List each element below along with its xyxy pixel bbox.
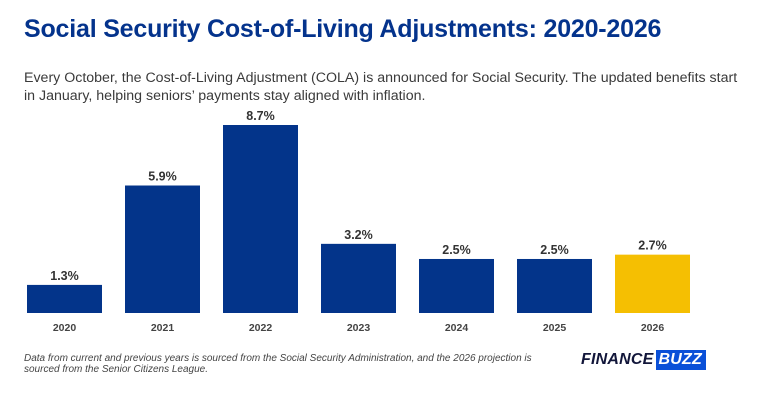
financebuzz-logo: FINANCE BUZZ [581,350,706,370]
logo-buzz-text: BUZZ [655,350,706,370]
x-tick-label-2025: 2025 [543,322,567,334]
bar-2024 [419,258,494,313]
x-tick-label-2022: 2022 [249,322,273,334]
value-label-2021: 5.9% [148,170,177,184]
x-tick-label-2020: 2020 [53,322,77,334]
bar-2020 [27,284,102,313]
x-tick-label-2026: 2026 [641,322,665,334]
value-label-2022: 8.7% [246,109,275,123]
source-footnote: Data from current and previous years is … [24,353,532,375]
bar-chart: 1.3%5.9%8.7%3.2%2.5% 2.5% 2.7% 2020 2021 202… [27,109,690,334]
x-axis-tick-labels: 2020 2021 2022 2023 2024 2025 2026 [53,322,665,334]
bar-2022 [223,125,298,313]
x-tick-label-2021: 2021 [151,322,175,334]
value-labels: 1.3% 5.9% 8.7% 3.2% 2.5% 2.5% 2.7% [50,109,667,283]
bar-2021 [125,185,200,313]
value-label-2023: 3.2% [344,228,373,242]
bars [27,125,690,313]
value-label-2026: 2.7% [638,239,667,253]
bar-2023 [321,243,396,313]
bar-2025 [517,258,592,313]
value-label-2024: 2.5% [442,243,471,257]
x-tick-label-2023: 2023 [347,322,371,334]
x-tick-label-2024: 2024 [445,322,469,334]
value-label-2020: 1.3% [50,269,79,283]
bar-2026 [615,254,690,313]
chart-subtitle: Every October, the Cost-of-Living Adjust… [24,70,738,104]
logo-finance-text: FINANCE [581,351,654,368]
chart-title: Social Security Cost-of-Living Adjustmen… [24,15,662,43]
value-label-2025: 2.5% [540,243,569,257]
